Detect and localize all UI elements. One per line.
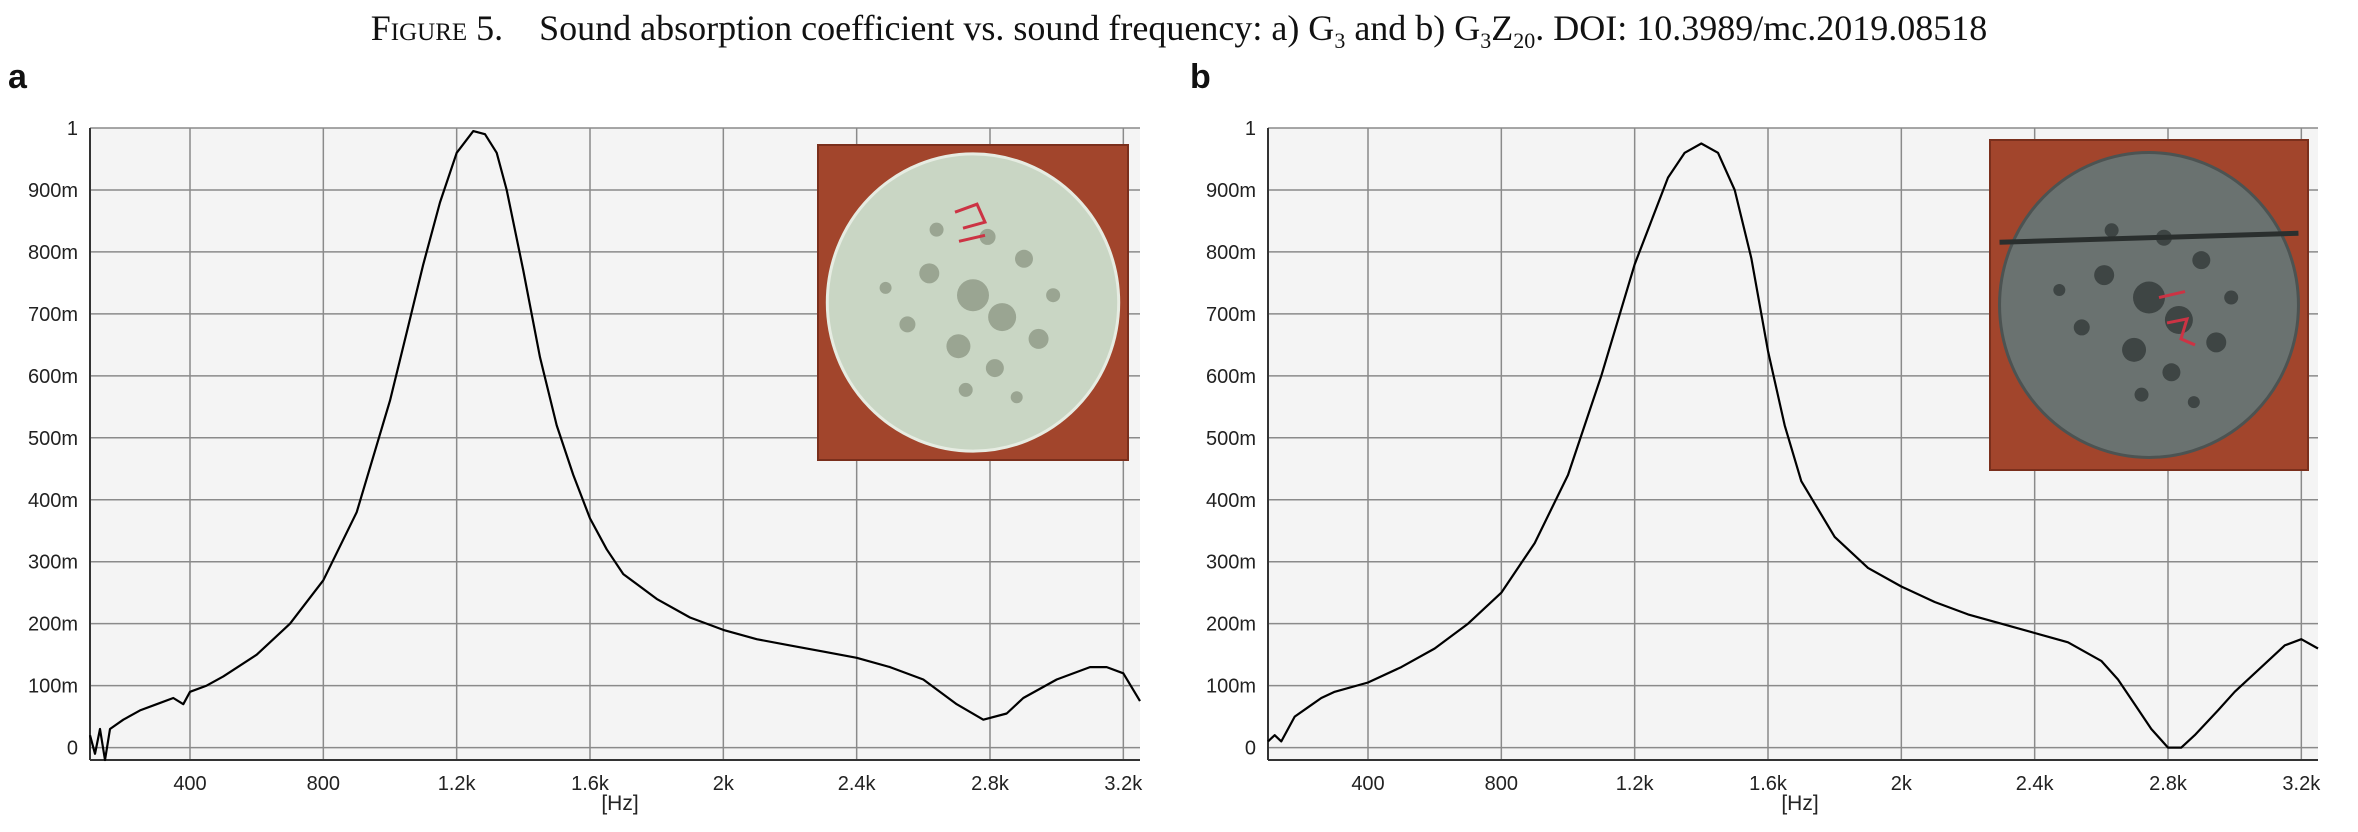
caption-end: . DOI: 10.3989/mc.2019.08518 (1535, 8, 1988, 48)
x-tick-label: 2.4k (838, 773, 877, 795)
y-tick-label: 500m (1206, 428, 1256, 450)
specimen-pore (958, 382, 973, 397)
y-tick-label: 800m (28, 242, 78, 264)
specimen-pore (2133, 281, 2165, 314)
specimen-pore (2134, 387, 2149, 402)
caption-main: Sound absorption coefficient vs. sound f… (539, 8, 1335, 48)
caption-sub-a: 3 (1334, 28, 1346, 53)
panel-label-b: b (1190, 58, 1211, 96)
x-tick-label: 3.2k (1104, 773, 1143, 795)
specimen-crack (1999, 230, 2299, 245)
x-axis-label: [Hz] (1781, 792, 1818, 815)
specimen-pore (2094, 265, 2115, 286)
y-tick-label: 600m (1206, 366, 1256, 388)
specimen-pore (946, 334, 971, 359)
inset-photo-border (1989, 139, 2309, 471)
x-tick-label: 2.8k (971, 773, 1010, 795)
caption-prefix: Figure 5. (370, 8, 504, 48)
specimen-pore (879, 281, 892, 294)
chart-panel-b: 0 100m 200m 300m 400m 500m 600m 700m 800m 900m 1 40… (1206, 118, 2321, 815)
x-tick-label: 1.6k (1749, 773, 1788, 795)
specimen-pore (985, 359, 1004, 378)
figure-caption: Figure 5. Sound absorption coefficient v… (0, 0, 2358, 62)
x-tick-label: 800 (1485, 773, 1518, 795)
y-tick-label: 400m (28, 490, 78, 512)
x-tick-label: 2k (1891, 773, 1913, 795)
specimen-pore (1010, 391, 1023, 404)
inset-photo-border (817, 144, 1129, 461)
specimen-marking (954, 202, 988, 243)
y-tick-label: 100m (1206, 676, 1256, 698)
y-tick-label: 0 (1245, 738, 1256, 760)
y-tick-label: 200m (28, 614, 78, 636)
x-axis-label: [Hz] (601, 792, 638, 815)
x-tick-label: 2.8k (2149, 773, 2188, 795)
specimen-pore (2192, 251, 2211, 270)
specimen-pore (2104, 223, 2119, 238)
specimen-pore (899, 316, 916, 333)
specimen-pore (2122, 337, 2147, 362)
series-line (1267, 142, 2319, 749)
x-tick-label: 400 (173, 773, 206, 795)
x-tick-label: 2.4k (2016, 773, 2055, 795)
specimen-pore (2224, 290, 2239, 305)
y-tick-label: 1 (67, 118, 78, 140)
chart-panel-a: 0 100m 200m 300m 400m 500m 600m 700m 800m 900m 1 40… (28, 118, 1143, 815)
x-tick-label: 800 (307, 773, 340, 795)
caption-mid: and b) G (1345, 8, 1481, 48)
caption-z: Z (1491, 8, 1514, 48)
y-tick-label: 300m (1206, 552, 1256, 574)
series-line (88, 130, 1141, 762)
y-tick-label: 900m (1206, 180, 1256, 202)
x-tick-label: 1.2k (1616, 773, 1655, 795)
specimen-pore (2053, 284, 2066, 297)
y-tick-label: 1 (1245, 118, 1256, 140)
y-tick-label: 400m (1206, 490, 1256, 512)
caption-sub-b1: 3 (1480, 28, 1492, 53)
specimen-pore (1046, 288, 1061, 303)
y-tick-label: 300m (28, 552, 78, 574)
specimen-pore (2206, 332, 2227, 353)
specimen-pore (1028, 328, 1049, 349)
x-tick-label: 1.2k (438, 773, 477, 795)
x-tick-label: 1.6k (571, 773, 610, 795)
caption-sub-b2: 20 (1513, 28, 1536, 53)
specimen-pore (957, 279, 989, 312)
x-tick-label: 400 (1351, 773, 1384, 795)
x-tick-label: 3.2k (2282, 773, 2321, 795)
specimen-pore (988, 303, 1017, 332)
specimen-pore (2187, 396, 2200, 409)
y-tick-label: 600m (28, 366, 78, 388)
y-tick-label: 800m (1206, 242, 1256, 264)
x-tick-label: 2k (713, 773, 735, 795)
y-tick-label: 500m (28, 428, 78, 450)
specimen-pore (1014, 249, 1033, 268)
specimen-pore (2162, 363, 2181, 382)
specimen-pore (919, 263, 940, 284)
specimen-pore (929, 222, 944, 237)
y-tick-label: 200m (1206, 614, 1256, 636)
specimen-marking (2158, 290, 2196, 347)
specimen-pore (2073, 319, 2090, 336)
y-tick-label: 700m (1206, 304, 1256, 326)
y-tick-label: 100m (28, 676, 78, 698)
y-tick-label: 900m (28, 180, 78, 202)
panel-label-a: a (8, 58, 27, 96)
y-tick-label: 0 (67, 738, 78, 760)
specimen-pore (979, 228, 996, 245)
y-tick-label: 700m (28, 304, 78, 326)
